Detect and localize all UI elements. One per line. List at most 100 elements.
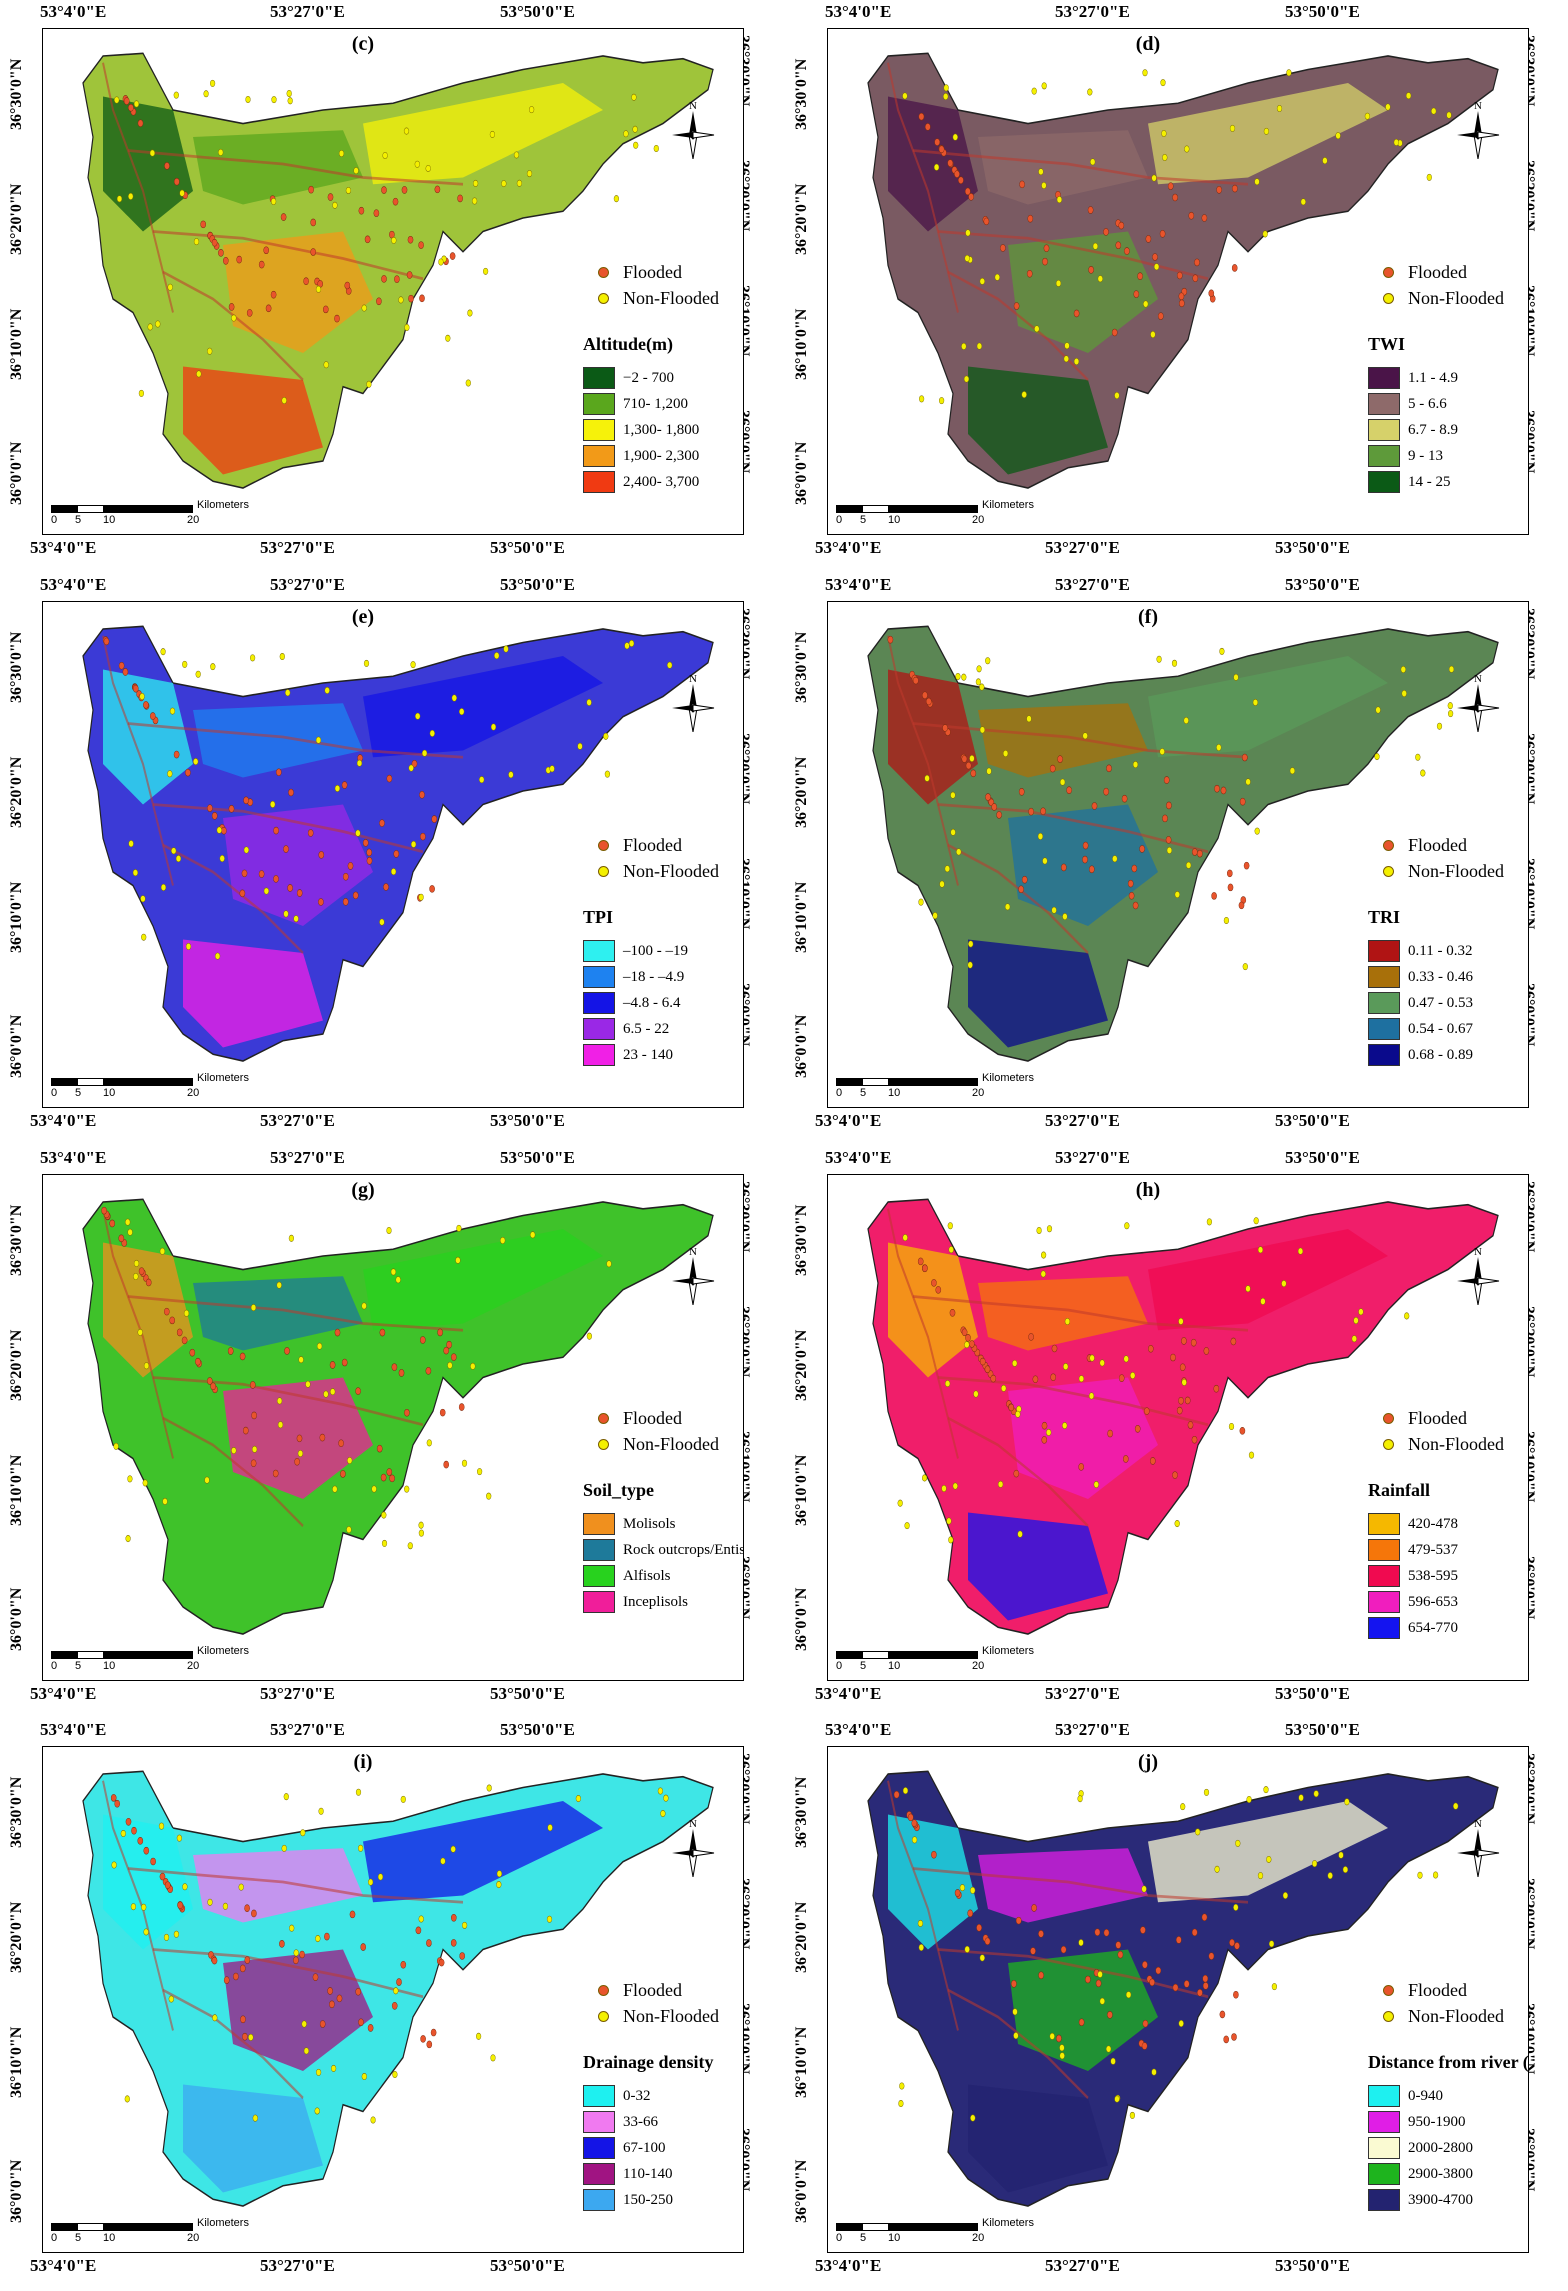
non-flooded-point: [526, 170, 533, 178]
flooded-point: [236, 255, 242, 264]
legend-non-flooded: Non-Flooded: [1383, 858, 1504, 884]
class-patch: [978, 1848, 1148, 1923]
non-flooded-point: [613, 195, 620, 203]
non-flooded-point: [1400, 665, 1406, 674]
longitude-label-top: 53°4'0"E: [40, 575, 107, 594]
non-flooded-point: [956, 848, 962, 856]
scale-label: 5: [75, 2232, 82, 2244]
non-flooded-point: [546, 1915, 553, 1923]
flooded-point: [1157, 312, 1164, 320]
legend-class-row: 1,300- 1,800: [583, 417, 699, 443]
longitude-label-top: 53°4'0"E: [825, 2, 892, 21]
non-flooded-point: [1143, 300, 1149, 308]
legend-non-flooded: Non-Flooded: [1383, 1431, 1504, 1457]
latitude-label-left: 36°20'0"N: [8, 1329, 25, 1401]
legend-class-row: Inceplisols: [583, 1589, 743, 1615]
flooded-point: [407, 235, 414, 244]
non-flooded-point: [1375, 706, 1381, 714]
flooded-point: [420, 2035, 426, 2043]
legend-class-label: 33-66: [623, 2113, 658, 2130]
non-flooded-point: [979, 726, 986, 734]
non-flooded-point: [1161, 129, 1167, 138]
flooded-point: [1107, 2011, 1113, 2019]
non-flooded-point: [1159, 748, 1165, 756]
non-flooded-point: [952, 133, 958, 141]
scale-label: 0: [51, 1087, 58, 1099]
flooded-point: [1122, 1455, 1129, 1463]
flooded-point: [1167, 182, 1174, 190]
flooded-point: [279, 1940, 285, 1948]
flooded-point: [426, 1939, 432, 1947]
flooded-point: [1088, 266, 1094, 274]
non-flooded-point: [1112, 855, 1118, 863]
longitude-label-bottom: 53°4'0"E: [815, 1684, 882, 1703]
longitude-label-bottom: 53°4'0"E: [30, 1684, 97, 1703]
legend-class-label: 3900-4700: [1408, 2191, 1473, 2208]
class-legend: TPI –100 - –19 –18 - –4.9 –4.8 - 6.4 6.5 - 2…: [583, 907, 688, 1068]
scale-label: 0: [51, 2232, 58, 2244]
non-flooded-point: [1106, 2045, 1112, 2053]
non-flooded-point: [283, 1793, 289, 1801]
legend-class-label: 479-537: [1408, 1541, 1458, 1558]
longitude-label-bottom: 53°27'0"E: [260, 1111, 335, 1130]
legend-title: Distance from river (m): [1368, 2052, 1529, 2072]
non-flooded-point: [902, 1234, 908, 1242]
flooded-point: [392, 197, 399, 206]
class-patch: [183, 939, 323, 1048]
non-flooded-point: [395, 1276, 401, 1284]
non-flooded-point: [1269, 1940, 1275, 1948]
legend-non-flooded-label: Non-Flooded: [1408, 287, 1504, 308]
legend-non-flooded-label: Non-Flooded: [1408, 2005, 1504, 2026]
flooded-point: [419, 790, 425, 799]
non-flooded-point: [114, 96, 120, 104]
non-flooded-point: [298, 1356, 304, 1364]
non-flooded-point: [323, 361, 329, 369]
flooded-point: [1107, 1429, 1113, 1438]
flooded-point: [990, 1374, 997, 1383]
flooded-point: [458, 1403, 465, 1411]
class-patch: [1148, 656, 1388, 758]
non-flooded-point: [370, 2116, 376, 2124]
flooded-point: [1241, 753, 1248, 762]
flooded-point: [1208, 289, 1215, 298]
river-line: [947, 1416, 1089, 1528]
legend-class-row: 950-1900: [1368, 2109, 1528, 2135]
non-flooded-point: [1298, 1794, 1304, 1802]
legend-flooded-label: Flooded: [623, 261, 683, 282]
flooded-marker-icon: [1383, 266, 1394, 278]
non-flooded-point: [1286, 69, 1292, 77]
non-flooded-point: [1233, 1903, 1239, 1911]
non-flooded-point: [392, 2071, 398, 2079]
non-flooded-point: [1420, 769, 1426, 777]
non-flooded-point: [382, 151, 388, 160]
flooded-point: [251, 1411, 257, 1420]
non-flooded-point: [1151, 174, 1157, 182]
flooded-point: [109, 1219, 115, 1228]
legend-swatch: [583, 1018, 615, 1040]
non-flooded-point: [293, 1949, 299, 1957]
flooded-point: [1111, 328, 1118, 337]
map-panel-e: 53°4'0"E 53°27'0"E 53°50'0"E 53°4'0"E 53°27'…: [0, 573, 760, 1143]
legend-swatch: [583, 2085, 615, 2107]
flooded-point: [1103, 1928, 1110, 1937]
longitude-label-top: 53°50'0"E: [1285, 2, 1360, 21]
flooded-point: [1239, 797, 1246, 806]
flooded-point: [408, 294, 414, 303]
flooded-marker-icon: [1383, 839, 1394, 851]
non-flooded-point: [330, 1388, 336, 1396]
legend-class-row: 9 - 13: [1368, 443, 1458, 469]
flooded-point: [228, 303, 235, 311]
non-flooded-point: [479, 776, 485, 784]
legend-class-row: 0.47 - 0.53: [1368, 990, 1473, 1016]
legend-class-label: Rock outcrops/Entisol: [623, 1541, 744, 1558]
non-flooded-point: [363, 659, 370, 667]
flooded-point: [1223, 2035, 1230, 2044]
non-flooded-point: [503, 645, 509, 653]
basin-map: [867, 1770, 1499, 2207]
scale-bar-segment: [131, 2223, 193, 2231]
non-flooded-point: [1353, 1317, 1359, 1325]
non-flooded-point: [1364, 112, 1371, 120]
non-flooded-point: [185, 943, 192, 951]
non-flooded-point: [489, 130, 496, 138]
legend-class-row: 596-653: [1368, 1589, 1458, 1615]
